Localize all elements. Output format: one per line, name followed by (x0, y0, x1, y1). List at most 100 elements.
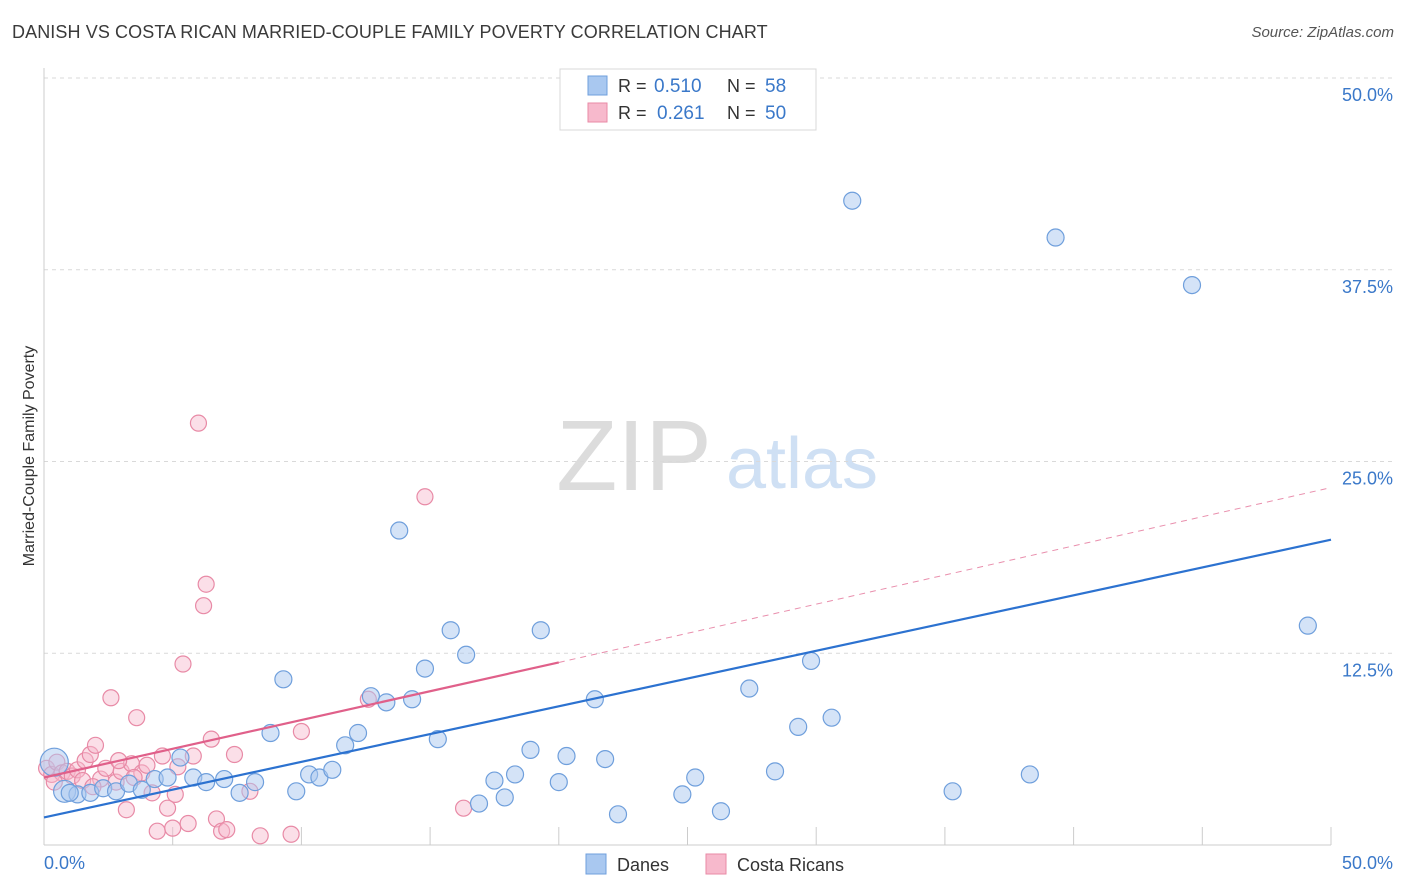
danes-point (801, 651, 821, 671)
watermark-atlas: atlas (726, 424, 878, 504)
trend-lines (43, 487, 1332, 819)
source-label: Source: ZipAtlas.com (1251, 24, 1394, 41)
danes-point (171, 748, 190, 767)
legend-r-label-danes: R = (618, 76, 647, 96)
x-tick-label: 50.0% (1342, 853, 1393, 873)
costa-ricans-point (225, 745, 244, 764)
danes-point (348, 723, 368, 743)
danes-point (428, 730, 447, 749)
bottom-legend-swatch-costa (705, 853, 727, 875)
legend-n-label-danes: N = (727, 76, 756, 96)
watermark: ZIP atlas (556, 400, 878, 512)
danes-point (323, 760, 342, 779)
danes-point (230, 783, 249, 802)
costa-ricans-point (164, 819, 182, 837)
danes-point (158, 768, 177, 787)
danes-point (822, 708, 841, 727)
danes-points (39, 191, 1317, 824)
costa-ricans-point (138, 756, 156, 774)
danes-point (789, 717, 808, 736)
danes-point (531, 621, 550, 640)
legend-r-value-danes: 0.510 (654, 76, 702, 97)
legend-n-label-costa: N = (727, 103, 756, 123)
watermark-zip: ZIP (556, 400, 712, 512)
costa-ricans-point (189, 414, 208, 432)
bottom-legend-label-costa: Costa Ricans (737, 855, 844, 875)
danes-point (1046, 228, 1065, 247)
legend-swatch-costa (587, 102, 608, 123)
y-tick-label: 50.0% (1342, 85, 1393, 105)
costa-ricans-point (102, 689, 120, 707)
legend-n-value-costa: 50 (765, 103, 786, 124)
danes-point (673, 785, 692, 804)
costa-ricans-point (128, 709, 146, 727)
tick-labels: 12.5% 25.0% 37.5% 50.0% 0.0% 50.0% (44, 85, 1393, 873)
danes-point (441, 621, 460, 640)
costa-ricans-point (454, 799, 473, 817)
danes-point (686, 768, 705, 787)
costa-ricans-trend-extrapolation (558, 487, 1332, 663)
correlation-legend: R = 0.510 N = 58 R = 0.261 N = 50 (559, 68, 817, 131)
costa-ricans-point (117, 801, 135, 819)
legend-r-value-costa: 0.261 (657, 103, 705, 124)
danes-point (390, 521, 409, 540)
costa-ricans-point (251, 827, 269, 845)
y-tick-label: 25.0% (1342, 469, 1393, 489)
danes-point (557, 746, 576, 766)
danes-point (521, 740, 540, 759)
danes-point (469, 794, 489, 813)
y-tick-label: 12.5% (1342, 660, 1393, 680)
danes-point (549, 773, 568, 792)
costa-ricans-point (86, 736, 105, 754)
danes-point (740, 679, 759, 698)
danes-point (843, 191, 862, 210)
danes-point (608, 805, 628, 824)
danes-point (485, 771, 504, 790)
danes-point (1182, 275, 1202, 295)
chart-title: DANISH VS COSTA RICAN MARRIED-COUPLE FAM… (12, 22, 768, 42)
axes (43, 68, 1331, 846)
legend-n-value-danes: 58 (765, 76, 786, 97)
costa-ricans-point (179, 814, 197, 833)
costa-ricans-point (148, 822, 166, 840)
danes-point (596, 749, 615, 769)
bottom-legend-swatch-danes (585, 853, 607, 875)
danes-point (457, 645, 476, 664)
costa-ricans-point (218, 821, 236, 839)
costa-ricans-trend-line (43, 661, 560, 779)
costa-ricans-point (81, 745, 99, 764)
bottom-legend-label-danes: Danes (617, 855, 669, 875)
costa-ricans-points (37, 414, 473, 845)
costa-ricans-point (416, 488, 434, 506)
danes-point (495, 788, 514, 807)
danes-point (711, 802, 731, 821)
costa-ricans-point (282, 825, 300, 843)
danes-point (287, 782, 306, 801)
danes-point (943, 782, 962, 801)
danes-point (274, 670, 293, 689)
legend-r-label-costa: R = (618, 103, 647, 123)
danes-point (505, 765, 525, 784)
danes-point (765, 762, 785, 781)
danes-point (132, 780, 151, 799)
costa-ricans-point (158, 799, 177, 817)
costa-ricans-point (174, 655, 192, 673)
danes-point (1298, 616, 1317, 635)
y-tick-label: 37.5% (1342, 277, 1393, 297)
legend-swatch-danes (587, 75, 608, 96)
danes-point (1020, 765, 1039, 784)
grid (44, 77, 1393, 845)
danes-point (336, 736, 355, 755)
costa-ricans-point (194, 597, 213, 615)
danes-point (60, 783, 79, 802)
series-legend: Danes Costa Ricans (585, 853, 844, 875)
danes-point (415, 659, 435, 678)
x-tick-label: 0.0% (44, 853, 85, 873)
costa-ricans-point (197, 575, 215, 593)
danes-point (245, 773, 265, 792)
y-axis-label: Married-Couple Family Poverty (21, 346, 38, 567)
costa-ricans-point (292, 722, 310, 741)
danes-trend-line (43, 538, 1332, 819)
